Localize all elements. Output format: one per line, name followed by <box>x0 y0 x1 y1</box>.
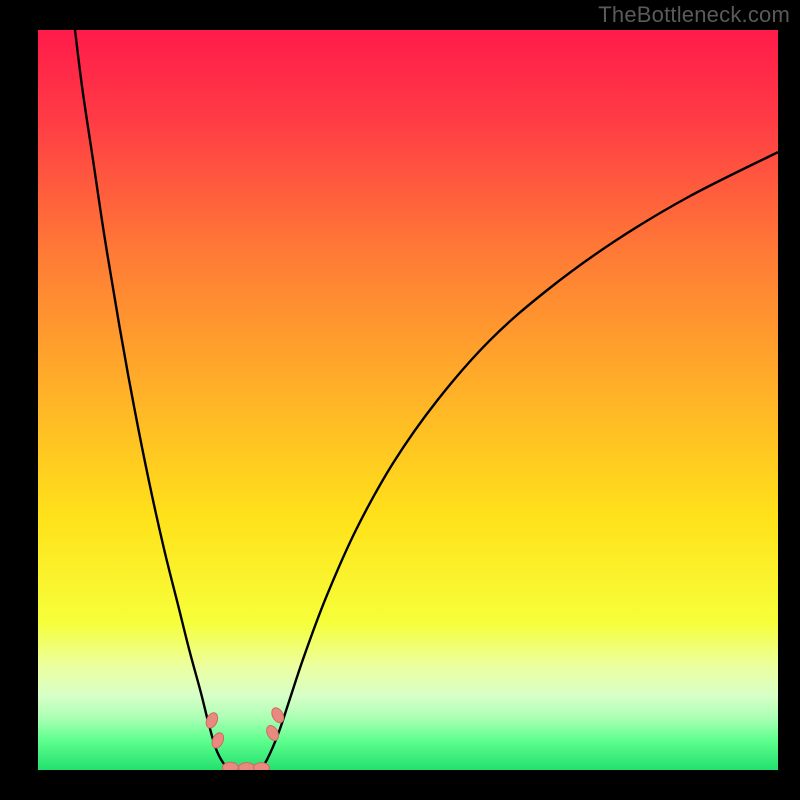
marker-dot <box>264 723 281 742</box>
bottleneck-curve-right <box>260 152 778 770</box>
plot-area <box>38 30 778 770</box>
bottleneck-curve-left <box>75 30 230 770</box>
markers-group <box>204 706 286 770</box>
plot-outer-frame <box>0 0 800 800</box>
chart-svg <box>38 30 778 770</box>
marker-dot <box>253 762 269 770</box>
watermark-text: TheBottleneck.com <box>598 2 790 28</box>
marker-dot <box>239 763 255 770</box>
